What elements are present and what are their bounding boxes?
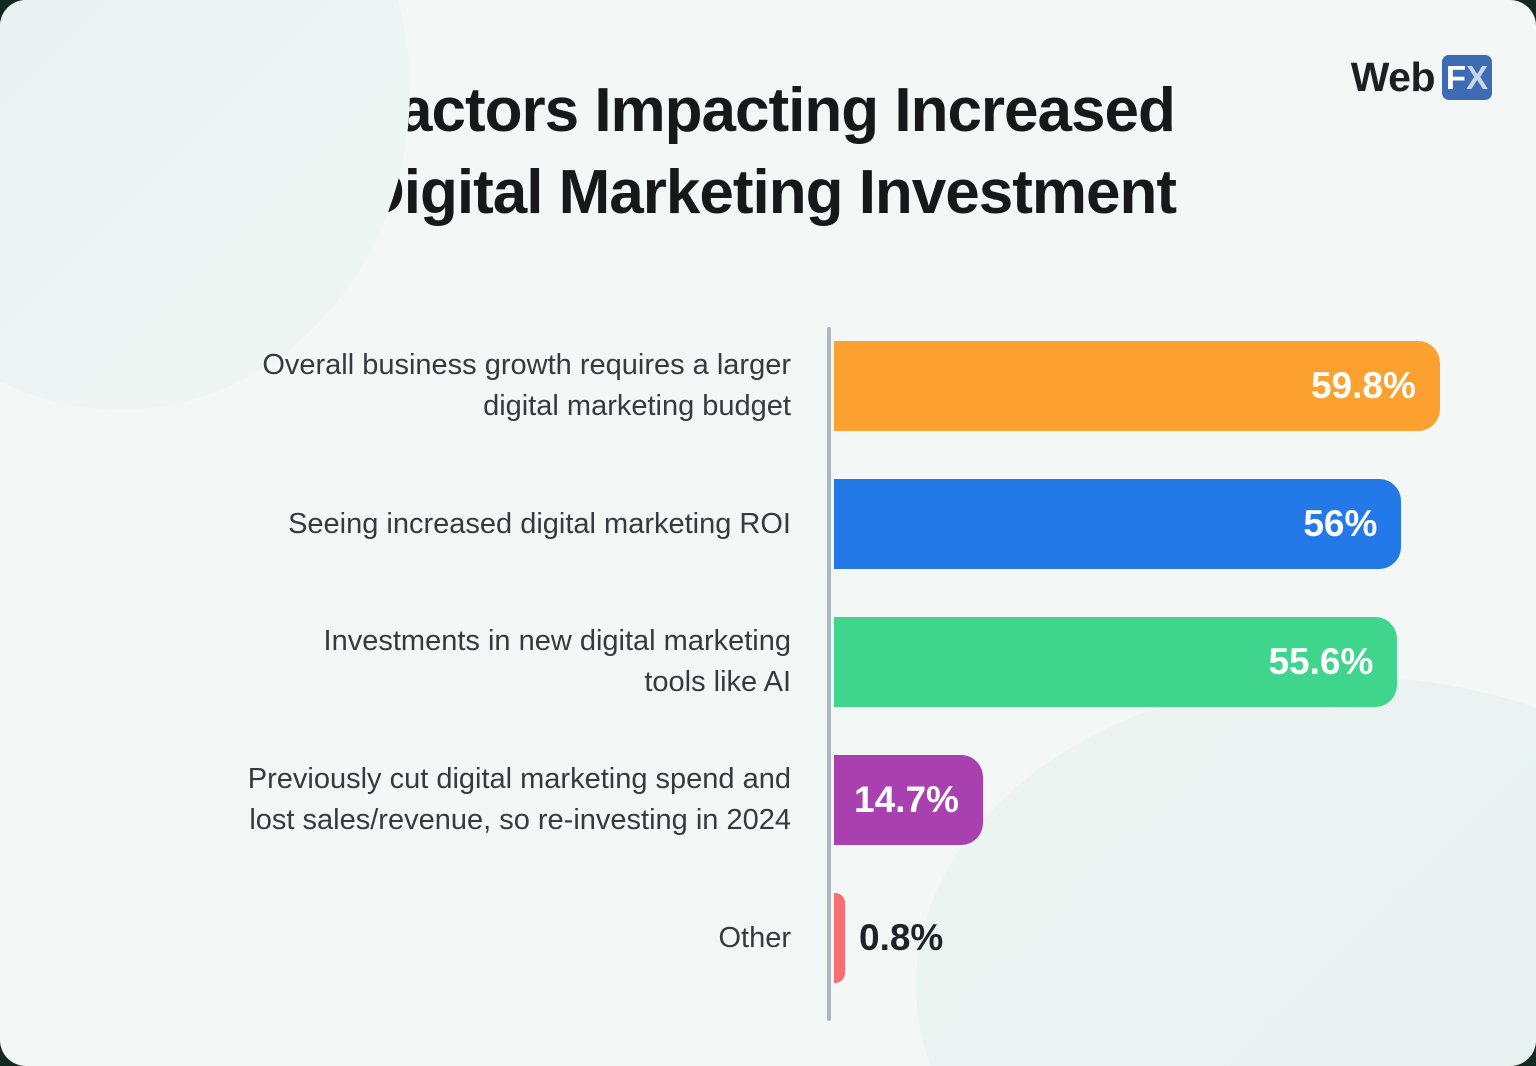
bar-value-label: 14.7% [854,778,959,820]
bar: 14.7% [834,754,983,845]
bar: 59.8% [834,340,1440,431]
bar-value-label: 55.6% [1268,640,1374,682]
chart-title-line2: Digital Marketing Investment [359,158,1177,228]
chart-row: Seeing increased digital marketing ROI 56… [105,455,1446,593]
bar-value-label: 56% [1303,502,1378,544]
bar-track: 59.8% [827,340,1446,431]
bar-category-label: Investments in new digital marketing too… [323,625,791,698]
chart-rows: Overall business growth requires a large… [105,317,1446,1007]
bar-value-label: 0.8% [859,916,944,958]
bar: 0.8% [834,892,943,983]
bar: 56% [834,478,1402,569]
chart-row: Investments in new digital marketing too… [105,593,1446,731]
bar-chart: Overall business growth requires a large… [105,317,1446,1021]
bar-category-label: Previously cut digital marketing spend a… [247,763,791,836]
bar-track: 56% [827,478,1446,569]
bar-category-label: Overall business growth requires a large… [262,349,791,422]
chart-title-line1: Factors Impacting Increased [361,76,1176,145]
bar: 55.6% [834,616,1398,707]
chart-row: Overall business growth requires a large… [105,317,1446,455]
y-axis-line [827,326,831,1021]
bar-track: 14.7% [827,754,1446,845]
bar-value-label: 59.8% [1310,364,1416,406]
chart-row: Previously cut digital marketing spend a… [105,731,1446,869]
webfx-logo-f: F [1445,58,1467,96]
bar-track: 0.8% [827,892,1446,983]
bar-track: 55.6% [827,616,1446,707]
chart-row: Other 0.8% [105,869,1446,1007]
bar-category-label: Other [718,921,791,954]
chart-title: Factors Impacting Increased Digital Mark… [0,70,1536,235]
webfx-logo-text: Web [1350,54,1436,100]
webfx-logo-x: X [1466,58,1489,96]
bar-category-label: Seeing increased digital marketing ROI [288,507,791,540]
